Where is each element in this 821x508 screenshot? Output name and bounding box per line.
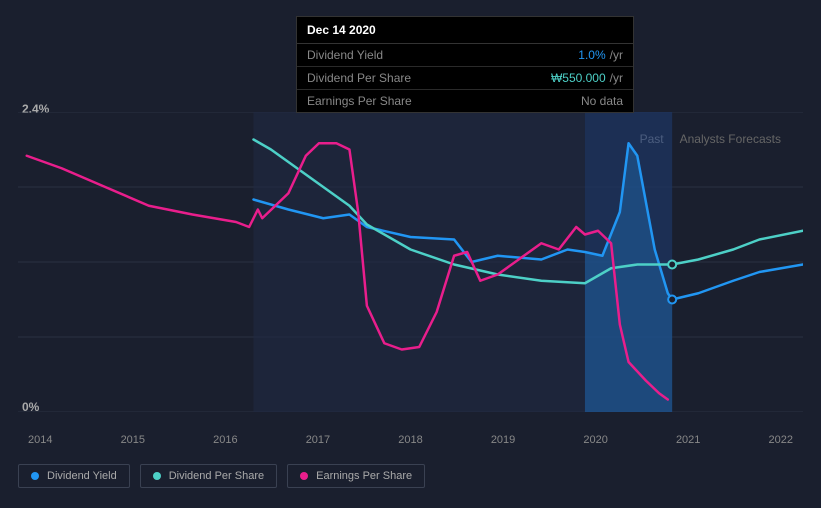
x-axis-tick: 2018 [398,434,422,446]
x-axis: 2014 2015 2016 2017 2018 2019 2020 2021 2022 [18,434,803,446]
tooltip: Dec 14 2020 Dividend Yield1.0%/yrDividen… [296,16,634,113]
legend-item[interactable]: Earnings Per Share [287,464,425,488]
tooltip-row: Earnings Per ShareNo data [297,90,633,112]
legend: Dividend Yield Dividend Per Share Earnings… [18,464,425,488]
legend-label: Dividend Per Share [169,470,264,482]
tooltip-row: Dividend Per Share₩550.000/yr [297,67,633,90]
tooltip-date: Dec 14 2020 [297,17,633,44]
x-axis-tick: 2014 [28,434,52,446]
x-axis-tick: 2017 [306,434,330,446]
tooltip-row-label: Dividend Yield [307,48,578,62]
tooltip-row-value: No data [581,94,623,108]
legend-dot-icon [31,472,39,480]
chart-svg [18,112,803,412]
legend-item[interactable]: Dividend Per Share [140,464,277,488]
tooltip-row-value: ₩550.000 [551,71,606,85]
chart-plot-area: 2.4% 0% Past Analysts Forecasts [18,100,803,420]
tooltip-row-value: 1.0% [578,48,605,62]
tooltip-row-suffix: /yr [610,71,623,85]
x-axis-tick: 2020 [583,434,607,446]
legend-dot-icon [153,472,161,480]
x-axis-tick: 2019 [491,434,515,446]
tooltip-row-label: Earnings Per Share [307,94,581,108]
tooltip-row-suffix: /yr [610,48,623,62]
legend-label: Earnings Per Share [316,470,412,482]
tooltip-row: Dividend Yield1.0% /yr [297,44,633,67]
legend-label: Dividend Yield [47,470,117,482]
x-axis-tick: 2016 [213,434,237,446]
legend-item[interactable]: Dividend Yield [18,464,130,488]
legend-dot-icon [300,472,308,480]
tooltip-row-label: Dividend Per Share [307,71,551,85]
x-axis-tick: 2015 [121,434,145,446]
x-axis-tick: 2022 [769,434,793,446]
x-axis-tick: 2021 [676,434,700,446]
